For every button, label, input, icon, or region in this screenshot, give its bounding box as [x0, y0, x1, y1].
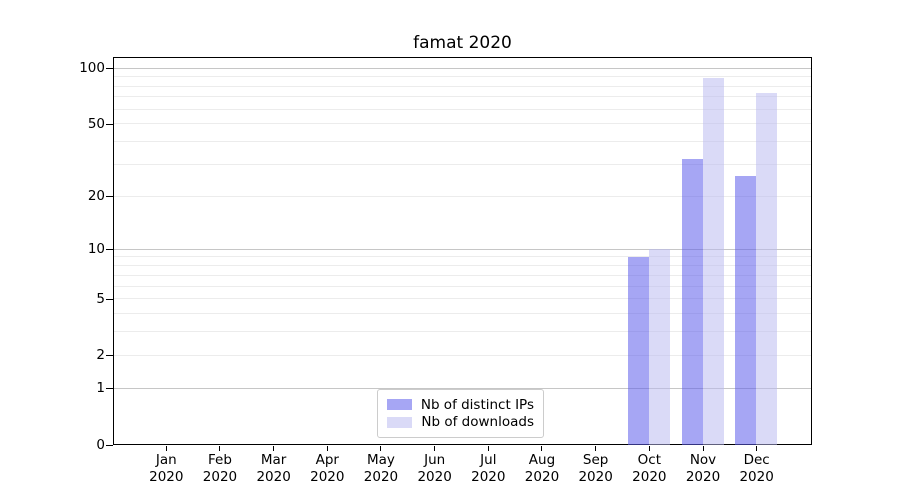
x-tick-mark — [326, 446, 328, 451]
bar-distinct-ips — [681, 159, 703, 445]
x-tick-label: Apr 2020 — [295, 452, 359, 485]
chart-title: famat 2020 — [413, 33, 512, 53]
y-tick-mark — [106, 68, 113, 69]
x-tick-label: Dec 2020 — [725, 452, 789, 485]
y-tick-mark — [106, 445, 113, 446]
minor-gridline — [114, 298, 811, 300]
y-tick-mark — [106, 355, 113, 356]
x-tick-label: Jul 2020 — [456, 452, 520, 485]
x-tick-label-line: Jun — [424, 452, 446, 468]
bar-distinct-ips — [735, 175, 757, 445]
x-tick-label-line: 2020 — [685, 468, 721, 485]
minor-gridline — [114, 265, 811, 267]
x-tick-mark — [165, 446, 167, 451]
y-tick-label: 50 — [87, 115, 105, 132]
x-tick-label: Nov 2020 — [671, 452, 735, 485]
minor-gridline — [114, 85, 811, 87]
minor-gridline — [114, 96, 811, 98]
legend-item-distinct-ips: Nb of distinct IPs — [387, 396, 534, 414]
x-tick-label-line: Dec — [743, 452, 770, 468]
x-tick-label-line: Aug — [528, 452, 556, 468]
y-tick-label: 10 — [87, 241, 105, 258]
y-tick-label: 5 — [96, 290, 105, 307]
y-tick-mark — [106, 124, 113, 125]
x-tick-label-line: 2020 — [471, 468, 506, 485]
x-tick-mark — [595, 446, 597, 451]
minor-gridline — [114, 285, 811, 287]
legend-swatch-distinct-ips — [387, 399, 412, 411]
y-tick-mark — [106, 196, 113, 197]
minor-gridline — [114, 313, 811, 315]
legend-item-downloads: Nb of downloads — [387, 414, 534, 432]
x-tick-label-line: Nov — [689, 452, 717, 468]
minor-gridline — [114, 76, 811, 78]
x-tick-label: Aug 2020 — [510, 452, 574, 485]
x-tick-label-line: 2020 — [256, 468, 291, 485]
y-tick-mark — [106, 249, 113, 250]
x-tick-label-line: 2020 — [149, 468, 184, 485]
x-tick-label-line: Feb — [208, 452, 232, 468]
x-tick-mark — [702, 446, 704, 451]
minor-gridline — [114, 256, 811, 258]
bar-downloads — [648, 249, 670, 445]
x-tick-label: Sep 2020 — [564, 452, 628, 485]
x-tick-label-line: 2020 — [578, 468, 613, 485]
x-tick-label-line: 2020 — [739, 468, 774, 485]
x-tick-label-line: Sep — [582, 452, 609, 468]
x-tick-label-line: 2020 — [202, 468, 238, 485]
x-tick-mark — [273, 446, 275, 451]
plot-area — [113, 57, 812, 445]
x-tick-label-line: 2020 — [632, 468, 667, 485]
x-tick-label-line: Jul — [480, 452, 497, 468]
minor-gridline — [114, 274, 811, 276]
x-tick-label-line: 2020 — [417, 468, 452, 485]
x-tick-mark — [648, 446, 650, 451]
y-tick-label: 0 — [96, 437, 105, 453]
x-tick-label-line: Mar — [260, 452, 287, 468]
minor-gridline — [114, 108, 811, 110]
y-tick-label: 100 — [79, 60, 105, 77]
minor-gridline — [114, 331, 811, 333]
legend-label-distinct-ips: Nb of distinct IPs — [420, 396, 534, 413]
x-tick-label-line: 2020 — [310, 468, 345, 485]
x-tick-mark — [541, 446, 543, 451]
bar-downloads — [702, 77, 724, 445]
x-tick-label: Feb 2020 — [188, 452, 252, 485]
minor-gridline — [114, 354, 811, 356]
legend-label-downloads: Nb of downloads — [421, 414, 534, 431]
y-tick-label: 2 — [96, 347, 105, 364]
major-gridline — [114, 67, 811, 69]
x-tick-mark — [219, 446, 221, 451]
y-tick-label: 1 — [96, 380, 105, 397]
x-tick-label: May 2020 — [349, 452, 413, 485]
x-tick-label: Jun 2020 — [403, 452, 467, 485]
bar-downloads — [756, 93, 778, 445]
y-tick-mark — [106, 388, 113, 389]
bar-distinct-ips — [627, 256, 649, 445]
minor-gridline — [114, 141, 811, 143]
x-tick-label-line: Jan — [155, 452, 177, 468]
minor-gridline — [114, 123, 811, 125]
minor-gridline — [114, 164, 811, 166]
x-tick-label-line: Apr — [315, 452, 339, 468]
y-tick-label: 20 — [87, 188, 105, 205]
major-gridline — [114, 387, 811, 389]
x-tick-label: Mar 2020 — [242, 452, 306, 485]
x-tick-label: Oct 2020 — [617, 452, 681, 485]
x-tick-mark — [487, 446, 489, 451]
minor-gridline — [114, 195, 811, 197]
legend: Nb of distinct IPs Nb of downloads — [377, 389, 544, 438]
x-tick-label: Jan 2020 — [134, 452, 198, 485]
x-tick-mark — [756, 446, 758, 451]
x-tick-mark — [380, 446, 382, 451]
x-tick-mark — [434, 446, 436, 451]
x-tick-label-line: 2020 — [363, 468, 399, 485]
y-tick-mark — [106, 299, 113, 300]
x-tick-label-line: 2020 — [524, 468, 560, 485]
x-tick-label-line: May — [367, 452, 395, 468]
x-tick-label-line: Oct — [637, 452, 661, 468]
major-gridline — [114, 248, 811, 250]
legend-swatch-downloads — [387, 416, 413, 428]
